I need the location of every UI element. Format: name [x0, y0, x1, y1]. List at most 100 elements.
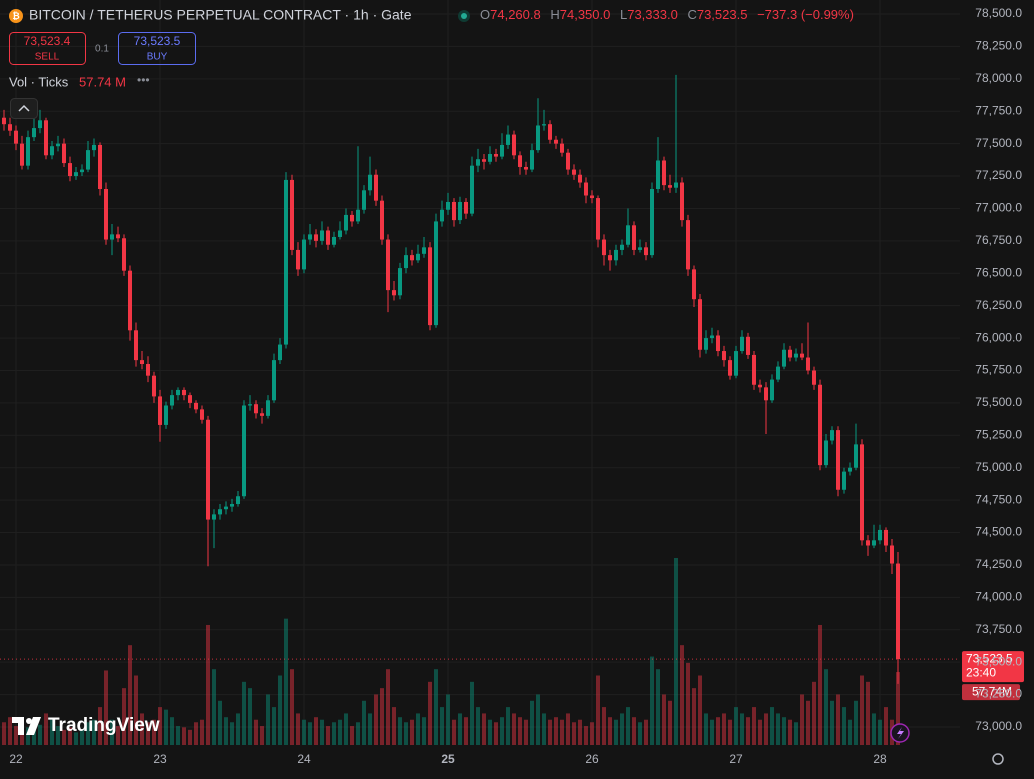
candle-body — [110, 234, 114, 240]
y-tick-label: 76,500.0 — [975, 265, 1022, 279]
volume-bar — [266, 694, 270, 745]
candle-body — [848, 467, 852, 472]
volume-bar — [434, 669, 438, 745]
candle-body — [392, 290, 396, 296]
volume-bar — [128, 645, 132, 745]
candle-body — [38, 120, 42, 129]
candle-body — [722, 351, 726, 361]
candle-body — [380, 200, 384, 240]
candle-body — [812, 370, 816, 385]
buy-label[interactable]: BUY — [147, 52, 168, 63]
candle-body — [458, 201, 462, 221]
sell-button[interactable]: 73,523.4 SELL — [9, 32, 86, 65]
volume-bar — [506, 707, 510, 745]
x-tick-label: 27 — [729, 752, 743, 766]
candle-body — [122, 238, 126, 271]
volume-bar — [122, 688, 126, 745]
candle-body — [152, 375, 156, 397]
volume-bar — [326, 726, 330, 745]
volume-bar — [254, 719, 258, 745]
candle-body — [752, 354, 756, 385]
candle-body — [428, 247, 432, 326]
legend-key: H — [550, 7, 559, 22]
volume-bar — [704, 713, 708, 745]
y-tick-label: 75,500.0 — [975, 395, 1022, 409]
volume-bar — [836, 694, 840, 745]
candle-body — [368, 174, 372, 191]
volume-bar — [50, 719, 54, 745]
buy-box[interactable] — [118, 32, 196, 65]
collapse-button[interactable] — [10, 98, 38, 119]
candle-body — [734, 351, 738, 376]
volume-bar — [524, 719, 528, 745]
candle-body — [170, 395, 174, 406]
logo-shape — [26, 718, 32, 724]
volume-bar — [482, 713, 486, 745]
volume-bar — [98, 707, 102, 745]
volume-bar — [518, 717, 522, 745]
volume-bar — [794, 722, 798, 745]
collapse-icon[interactable] — [18, 104, 30, 112]
last-price-label: 73,523.5 — [966, 651, 1013, 665]
candles — [2, 74, 900, 684]
volume-bar — [734, 707, 738, 745]
volume-bar — [692, 688, 696, 745]
logo-shape — [12, 717, 24, 735]
candle-body — [464, 201, 468, 214]
volume-bar — [584, 726, 588, 745]
buy-price[interactable]: 73,523.5 — [134, 34, 181, 48]
candle-body — [500, 144, 504, 157]
volume-bar — [530, 700, 534, 745]
legend-value: 74,350.0 — [560, 7, 611, 22]
volume-bar — [842, 707, 846, 745]
candle-body — [272, 360, 276, 401]
candle-body — [218, 509, 222, 515]
candle-body — [680, 182, 684, 221]
spread: 0.1 — [95, 44, 109, 55]
volume-bar — [422, 717, 426, 745]
volume-bar — [752, 707, 756, 745]
sell-label[interactable]: SELL — [35, 52, 60, 63]
candle-body — [560, 143, 564, 153]
volume-bar — [812, 681, 816, 745]
volume-bar — [110, 719, 114, 745]
alert-glyph[interactable] — [897, 727, 904, 739]
volume-bar — [92, 719, 96, 745]
volume-bar — [332, 722, 336, 745]
volume-bar — [290, 669, 294, 745]
buy-button[interactable]: 73,523.5 BUY — [118, 32, 196, 65]
volume-bar — [854, 700, 858, 745]
volume-bar — [194, 722, 198, 745]
volume-title: Vol · Ticks — [9, 74, 69, 89]
y-tick-label: 75,000.0 — [975, 460, 1022, 474]
volume-bar — [680, 645, 684, 745]
volume-bar — [776, 713, 780, 745]
volume-bar — [248, 688, 252, 745]
candle-body — [554, 139, 558, 144]
candle-body — [470, 165, 474, 214]
brand-name: TradingView — [48, 715, 160, 736]
sell-price[interactable]: 73,523.4 — [24, 34, 71, 48]
candle-body — [44, 120, 48, 156]
y-tick-label: 73,500.0 — [975, 654, 1022, 668]
candle-body — [602, 239, 606, 256]
volume-bar — [452, 719, 456, 745]
volume-bar — [320, 719, 324, 745]
candle-body — [242, 405, 246, 497]
volume-bar — [824, 669, 828, 745]
candle-body — [566, 152, 570, 170]
volume-bar — [242, 681, 246, 745]
volume-bar — [488, 719, 492, 745]
sell-box[interactable] — [9, 32, 86, 65]
candle-body — [806, 357, 810, 371]
candle-body — [56, 143, 60, 147]
settings-icon[interactable] — [992, 753, 1004, 765]
candle-body — [896, 563, 900, 660]
more-dots[interactable]: ••• — [137, 73, 150, 87]
volume-bar — [404, 722, 408, 745]
volume-bar — [566, 713, 570, 745]
volume-bar — [740, 713, 744, 745]
volume-bar — [782, 717, 786, 745]
volume-bar — [446, 694, 450, 745]
